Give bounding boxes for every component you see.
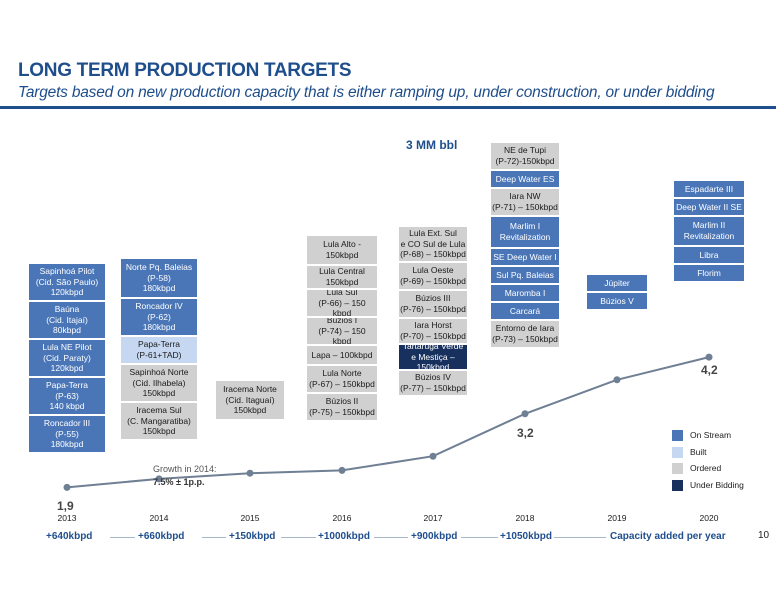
legend-label-under-bidding: Under Bidding — [690, 480, 744, 490]
project-box: Iara Horst (P-70) – 150kbpd — [398, 318, 468, 344]
legend-swatch-on-stream — [672, 430, 683, 441]
growth-note: Growth in 2014: 7.5% ± 1p.p. — [153, 463, 217, 488]
data-point-2017 — [429, 452, 437, 460]
legend-label-on-stream: On Stream — [690, 430, 732, 440]
project-box: Lula Ext. Sul e CO Sul de Lula (P-68) – … — [398, 226, 468, 262]
project-box: Búzios III (P-76) – 150kbpd — [398, 290, 468, 318]
capacity-connector — [554, 537, 606, 538]
project-box: Entorno de Iara (P-73) – 150kbpd — [490, 320, 560, 348]
capacity-added-2: +660kbpd — [138, 531, 185, 542]
data-point-2020 — [705, 353, 713, 361]
project-box: Tartaruga Verde e Mestiça – 150kbpd — [398, 344, 468, 370]
year-label-2017: 2017 — [423, 513, 443, 523]
project-box: Lula Oeste (P-69) – 150kbpd — [398, 262, 468, 290]
page-title: LONG TERM PRODUCTION TARGETS — [18, 60, 352, 81]
project-box: Baúna (Cid. Itajaí) 80kbpd — [28, 301, 106, 339]
legend-swatch-under-bidding — [672, 480, 683, 491]
year-label-2016: 2016 — [332, 513, 352, 523]
project-box: SE Deep Water I — [490, 248, 560, 266]
project-box: Lula Central 150kbpd — [306, 265, 378, 289]
project-box: Marlim II Revitalization — [673, 216, 745, 246]
project-box: Lula Alto - 150kbpd — [306, 235, 378, 265]
data-point-2015 — [246, 469, 254, 477]
data-point-2019 — [613, 376, 621, 384]
project-box: Marlim I Revitalization — [490, 216, 560, 248]
capacity-connector — [461, 537, 498, 538]
page-subtitle: Targets based on new production capacity… — [18, 84, 715, 101]
capacity-connector — [202, 537, 226, 538]
capacity-added-label: Capacity added per year — [610, 531, 726, 542]
growth-note-line1: Growth in 2014: — [153, 464, 217, 474]
year-label-2019: 2019 — [607, 513, 627, 523]
capacity-added-6: +1050kbpd — [500, 531, 552, 542]
project-box: Sapinhoá Pilot (Cid. São Paulo) 120kbpd — [28, 263, 106, 301]
data-point-2016 — [338, 466, 346, 474]
project-box: Libra — [673, 246, 745, 264]
project-box: Deep Water II SE — [673, 198, 745, 216]
point-label-2018: 3,2 — [517, 425, 534, 440]
capacity-added-5: +900kbpd — [411, 531, 458, 542]
data-point-2014 — [155, 475, 163, 483]
capacity-connector — [374, 537, 408, 538]
point-label-2013: 1,9 — [57, 499, 74, 514]
project-box: Florim — [673, 264, 745, 282]
capacity-added-1: +640kbpd — [46, 531, 93, 542]
project-box: Deep Water ES — [490, 170, 560, 188]
project-box: Lapa – 100kbpd — [306, 345, 378, 365]
year-label-2014: 2014 — [149, 513, 169, 523]
project-box: Sapinhoá Norte (Cid. Ilhabela) 150kbpd — [120, 364, 198, 402]
capacity-added-4: +1000kbpd — [318, 531, 370, 542]
year-label-2018: 2018 — [515, 513, 535, 523]
project-box: Iracema Sul (C. Mangaratiba) 150kbpd — [120, 402, 198, 440]
year-label-2015: 2015 — [240, 513, 260, 523]
capacity-connector — [281, 537, 316, 538]
project-box: Búzios IV (P-77) – 150kbpd — [398, 370, 468, 396]
project-box: Norte Pq. Baleias (P-58) 180kbpd — [120, 258, 198, 298]
project-box: Lula Norte (P-67) – 150kbpd — [306, 365, 378, 393]
project-box: Búzios I (P-74) – 150 kbpd — [306, 317, 378, 345]
page-number: 10 — [758, 530, 770, 541]
project-box: Iracema Norte (Cid. Itaguaí) 150kbpd — [215, 380, 285, 420]
project-box: Iara NW (P-71) – 150kbpd — [490, 188, 560, 216]
project-box: Búzios V — [586, 292, 648, 310]
capacity-added-3: +150kbpd — [229, 531, 276, 542]
project-box: Lula Sul (P-66) – 150 kbpd — [306, 289, 378, 317]
series-line — [66, 356, 710, 489]
growth-note-line2: 7.5% ± 1p.p. — [153, 476, 205, 487]
point-label-2020: 4,2 — [701, 363, 718, 378]
project-box: Papa-Terra (P-63) 140 kbpd — [28, 377, 106, 415]
project-box: NE de Tupi (P-72)-150kbpd — [490, 142, 560, 170]
project-box: Maromba I — [490, 284, 560, 302]
project-box: Sul Pq. Baleias — [490, 266, 560, 284]
project-box: Búzios II (P-75) – 150kbpd — [306, 393, 378, 421]
legend-label-built: Built — [690, 447, 707, 457]
title-divider — [0, 106, 776, 109]
year-label-2020: 2020 — [699, 513, 719, 523]
project-box: Júpiter — [586, 274, 648, 292]
legend-swatch-built — [672, 447, 683, 458]
legend-swatch-ordered — [672, 463, 683, 474]
project-box: Papa-Terra (P-61+TAD) — [120, 336, 198, 364]
legend-label-ordered: Ordered — [690, 463, 722, 473]
data-point-2013 — [63, 483, 71, 491]
highlight-label: 3 MM bbl — [406, 138, 458, 152]
project-box: Roncador III (P-55) 180kbpd — [28, 415, 106, 453]
project-box: Carcará — [490, 302, 560, 320]
capacity-connector — [110, 537, 135, 538]
data-point-2018 — [521, 410, 529, 418]
project-box: Espadarte III — [673, 180, 745, 198]
project-box: Lula NE Pilot (Cid. Paraty) 120kbpd — [28, 339, 106, 377]
project-box: Roncador IV (P-62) 180kbpd — [120, 298, 198, 336]
year-label-2013: 2013 — [57, 513, 77, 523]
